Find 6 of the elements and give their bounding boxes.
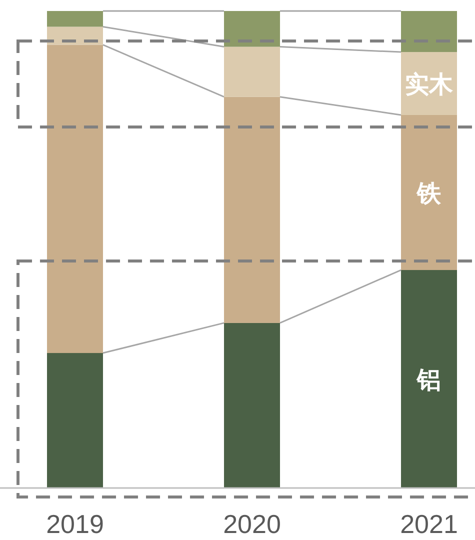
x-tick-label: 2020 (223, 509, 281, 539)
series-label: 铁 (416, 180, 442, 208)
x-tick-label: 2019 (46, 509, 104, 539)
series-label: 实木 (405, 72, 454, 99)
series-label: 铝 (416, 367, 441, 394)
x-tick-label: 2021 (400, 509, 458, 539)
